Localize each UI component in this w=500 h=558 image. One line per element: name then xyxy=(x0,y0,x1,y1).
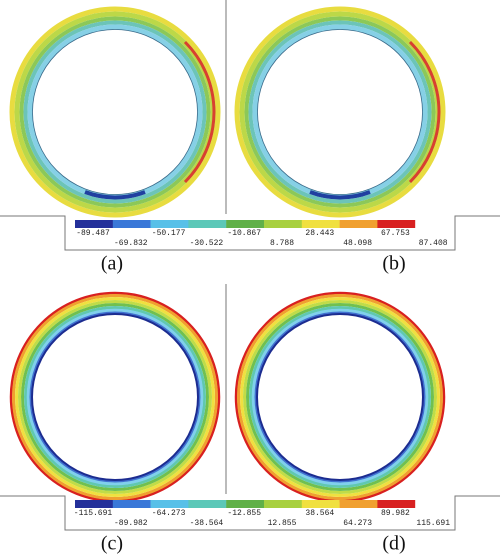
colorbar-label: 48.098 xyxy=(343,239,372,248)
colorbar xyxy=(75,500,416,508)
panel-label: (c) xyxy=(101,533,123,555)
colorbar-label: -30.522 xyxy=(190,239,224,248)
legend-frame xyxy=(0,215,500,531)
contour-ring xyxy=(234,291,446,503)
colorbar-label: -50.177 xyxy=(152,229,186,238)
colorbar-label: 67.753 xyxy=(381,229,410,238)
colorbar-label: -89.982 xyxy=(114,519,148,528)
colorbar-label: -64.273 xyxy=(152,509,186,518)
colorbar-label: 12.855 xyxy=(268,519,297,528)
colorbar-label: 89.982 xyxy=(381,509,410,518)
panel-label: (a) xyxy=(101,253,123,275)
colorbar-label: 8.788 xyxy=(270,239,294,248)
colorbar-label: 38.564 xyxy=(305,509,334,518)
colorbar-label: 28.443 xyxy=(305,229,334,238)
colorbar-label: -115.691 xyxy=(74,509,113,518)
panel-label: (d) xyxy=(382,533,405,555)
colorbar-label: -89.487 xyxy=(76,229,110,238)
contour-ring xyxy=(237,9,443,215)
colorbar xyxy=(75,220,416,228)
panel-label: (b) xyxy=(382,253,405,275)
colorbar-label: 87.408 xyxy=(419,239,448,248)
colorbar-label: 115.691 xyxy=(416,519,450,528)
contour-ring xyxy=(9,291,221,503)
colorbar-label: -38.564 xyxy=(190,519,224,528)
colorbar-label: -12.855 xyxy=(227,509,261,518)
contour-ring xyxy=(12,9,218,215)
colorbar-label: 64.273 xyxy=(343,519,372,528)
colorbar-labels: -89.487 -69.832 -50.177 -30.522-10.867 8.788… xyxy=(74,229,450,528)
colorbar-label: -10.867 xyxy=(227,229,261,238)
colorbar-label: -69.832 xyxy=(114,239,148,248)
